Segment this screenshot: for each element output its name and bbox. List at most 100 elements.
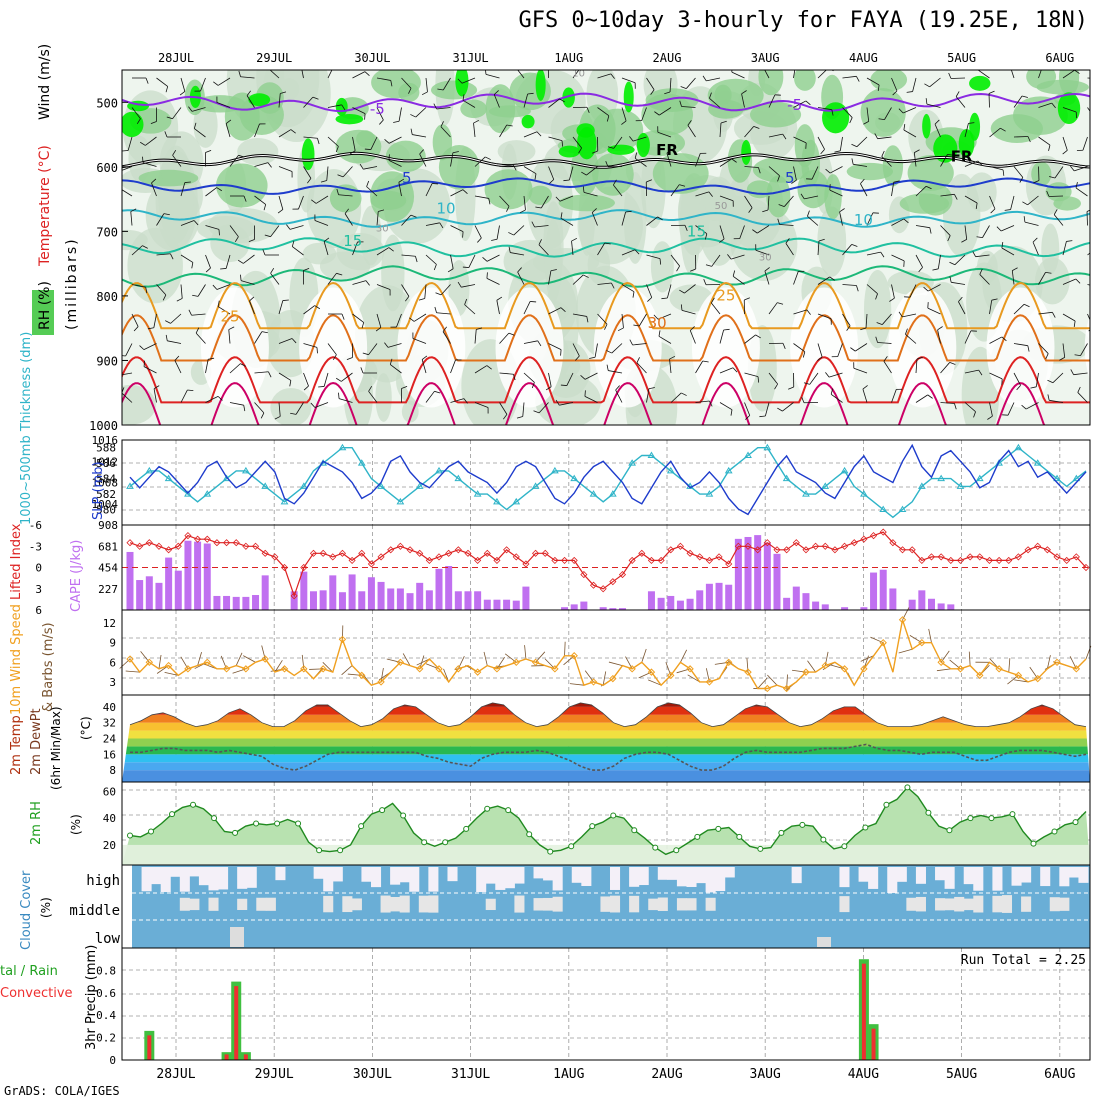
wind-barb (548, 307, 562, 315)
wind-barb (978, 369, 983, 376)
panel-frame-slp (121, 439, 1091, 526)
wind-barb (1087, 107, 1090, 112)
temp-band (122, 770, 1090, 782)
lifted-index-marker (570, 556, 578, 564)
cloud-middle (208, 897, 219, 911)
wind-barb (1025, 402, 1039, 410)
dry-pocket (691, 287, 760, 408)
lifted-index-marker (580, 571, 588, 579)
wind-barb (1051, 102, 1056, 109)
wind-barb (419, 153, 427, 167)
cape-bar (435, 568, 443, 610)
wind-barb (205, 359, 209, 374)
rh-marker (1009, 811, 1016, 818)
wind-barb (292, 246, 304, 256)
wind-barb (905, 334, 917, 344)
cape-bar (232, 596, 240, 610)
wind-barb (719, 123, 722, 138)
rh-shading-blob (822, 102, 850, 134)
lifted-index-marker (483, 549, 491, 557)
wind-barb (216, 102, 231, 108)
wind-barb (510, 252, 525, 256)
wind-barb (681, 309, 696, 315)
cloud-high (141, 867, 152, 892)
wind-barb (928, 628, 932, 643)
wind-barb (646, 388, 650, 403)
wind-barb (940, 154, 948, 167)
wind-barb (166, 116, 173, 120)
wind-barb (719, 329, 725, 344)
temperature-contour (122, 237, 1090, 258)
wind-barb (669, 77, 672, 92)
y-tick-label: 454 (98, 562, 118, 575)
wind-barb (499, 124, 508, 138)
wind-speed-marker (435, 665, 443, 673)
wind-barb (491, 238, 498, 241)
wind-barb (538, 402, 549, 414)
lifted-index-marker (367, 560, 375, 568)
cloud-high (724, 867, 735, 878)
wind-barb (238, 70, 241, 77)
wind-barb (785, 243, 794, 256)
lifted-index-marker (416, 549, 424, 557)
wind-barb (314, 220, 329, 226)
wind-barb (720, 120, 727, 124)
lifted-index-marker (541, 549, 549, 557)
wind-barb (180, 284, 183, 299)
cape-bar (599, 607, 607, 610)
thickness-marker (261, 482, 270, 489)
wind-barb (421, 91, 428, 96)
wind-barb (327, 104, 342, 108)
cape-bar (290, 591, 298, 610)
wind-barb (361, 322, 365, 329)
cape-bar (773, 553, 781, 610)
cape-bar (696, 590, 704, 610)
wind-barb (376, 211, 379, 226)
wind-barb (954, 194, 958, 200)
wind-barb (940, 225, 951, 236)
wind-barb (915, 394, 928, 403)
wind-barb (646, 179, 652, 183)
wind-barb (856, 76, 860, 82)
wind-barb (238, 259, 244, 264)
wind-barb (719, 402, 733, 411)
wind-barb (513, 164, 517, 171)
wind-barb (744, 126, 754, 138)
wind-barb (254, 371, 269, 374)
wind-barb (741, 90, 747, 95)
wind-barb (657, 216, 663, 221)
wind-barb (594, 343, 598, 358)
wind-barb (923, 286, 929, 292)
cloud-high (638, 867, 649, 886)
wind-barb (629, 136, 634, 142)
wind-barb (964, 369, 979, 374)
wind-barb (709, 92, 712, 99)
cape-bar (252, 595, 260, 610)
rh-shading-blob (577, 126, 597, 160)
wind-barb (1048, 144, 1051, 151)
y-tick-label: 24 (103, 733, 117, 746)
date-label-bottom: 5AUG (946, 1067, 977, 1082)
cape-bar (503, 599, 511, 610)
cape-bar (908, 599, 916, 610)
wind-barb (335, 146, 339, 153)
wind-barb (318, 386, 325, 388)
wind-barb (122, 355, 126, 357)
wind-barb (401, 385, 408, 389)
lifted-index-marker (493, 556, 501, 564)
wind-barb (615, 385, 620, 391)
wind-barb (866, 107, 870, 122)
wind-barb (860, 183, 868, 197)
wind-barb (611, 343, 623, 354)
wind-barb (410, 128, 413, 135)
wind-barb (254, 162, 269, 167)
wind-barb (303, 267, 310, 271)
wind-barb (194, 128, 206, 138)
lifted-index-marker (474, 556, 482, 564)
cape-bar (725, 584, 733, 610)
thickness-marker (338, 443, 347, 451)
cloud-high (1078, 867, 1089, 883)
wind-barb (767, 195, 770, 210)
wind-barb (881, 150, 885, 157)
wind-barb (1010, 70, 1015, 79)
